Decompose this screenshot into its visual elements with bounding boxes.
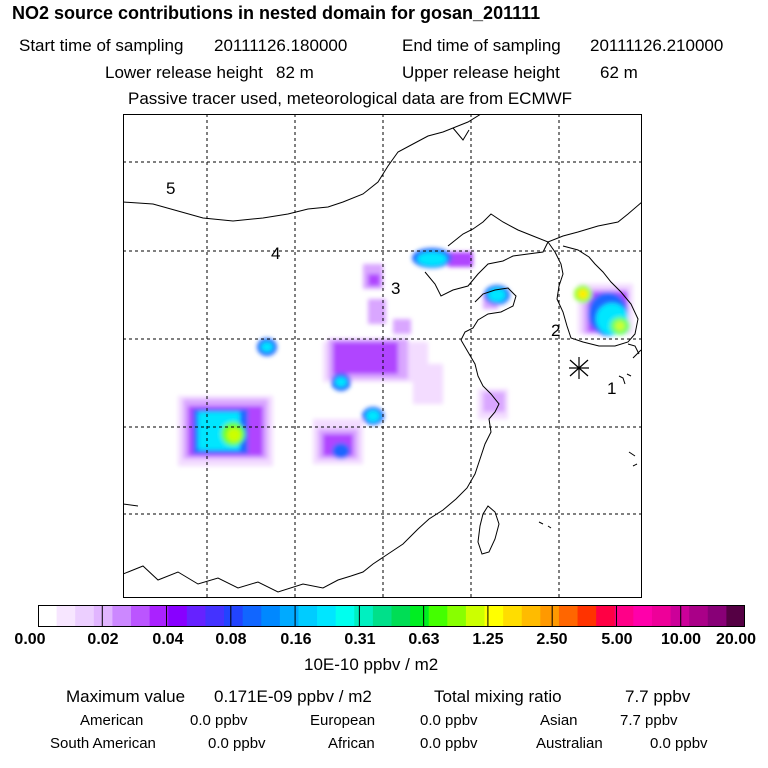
colorbar-swatch <box>410 605 430 627</box>
colorbar-swatch <box>670 605 690 627</box>
colorbar-swatch <box>131 605 151 627</box>
region-label-2: 2 <box>551 321 560 340</box>
colorbar-tick-label: 0.63 <box>408 631 440 648</box>
colorbar-swatch <box>521 605 541 627</box>
colorbar-swatch <box>484 605 504 627</box>
colorbar-tick-label: 0.00 <box>14 631 46 648</box>
lower-height-label: Lower release height <box>105 63 263 82</box>
colorbar-tick-label: 10.00 <box>660 631 702 648</box>
start-time-label: Start time of sampling <box>19 36 184 55</box>
region-label-3: 3 <box>391 279 400 298</box>
total-mixing-label: Total mixing ratio <box>434 687 562 706</box>
region-name: American <box>80 712 144 729</box>
colorbar-swatch <box>558 605 579 627</box>
page-title: NO2 source contributions in nested domai… <box>12 3 541 23</box>
region-label-4: 4 <box>271 244 280 263</box>
colorbar-swatch <box>298 605 318 627</box>
colorbar-tick-label: 0.04 <box>152 631 184 648</box>
end-time-label: End time of sampling <box>402 36 561 55</box>
colorbar-swatch <box>447 605 467 627</box>
plume-field <box>178 248 633 466</box>
colorbar-swatch <box>633 605 653 627</box>
colorbar-swatch <box>651 605 672 627</box>
region-value: 0.0 ppbv <box>650 735 708 752</box>
total-mixing-value: 7.7 ppbv <box>625 687 691 706</box>
colorbar-swatch <box>540 605 560 627</box>
tracer-note: Passive tracer used, meteorological data… <box>128 89 573 108</box>
upper-height-label: Upper release height <box>402 63 560 82</box>
colorbar-swatch <box>577 605 597 627</box>
colorbar-unit: 10E-10 ppbv / m2 <box>304 655 439 674</box>
region-name: Australian <box>536 735 603 752</box>
colorbar-swatch <box>186 605 207 627</box>
colorbar-tick-label: 1.25 <box>472 631 504 648</box>
colorbar-swatch <box>503 605 523 627</box>
asterisk-icon <box>569 357 589 379</box>
colorbar-swatch <box>689 605 709 627</box>
graticule <box>123 114 642 598</box>
colorbar-swatch <box>707 605 727 627</box>
colorbar-swatch <box>242 605 262 627</box>
colorbar-swatch <box>726 605 745 627</box>
colorbar-swatch <box>168 605 188 627</box>
region-label-5: 5 <box>166 179 175 198</box>
colorbar-swatch <box>38 605 58 627</box>
colorbar-swatch <box>261 605 281 627</box>
start-time-value: 20111126.180000 <box>214 36 348 55</box>
colorbar-swatch <box>75 605 95 627</box>
max-value-label: Maximum value <box>66 687 186 706</box>
colorbar-swatch <box>205 605 225 627</box>
region-value: 0.0 ppbv <box>190 712 248 729</box>
region-name: Asian <box>540 712 578 729</box>
colorbar-tick-label: 0.31 <box>344 631 376 648</box>
end-time-value: 20111126.210000 <box>590 36 724 55</box>
colorbar-swatch <box>149 605 169 627</box>
colorbar-swatch <box>372 605 393 627</box>
colorbar-tick-label: 0.16 <box>280 631 312 648</box>
colorbar-swatch <box>56 605 76 627</box>
colorbar-swatch <box>224 605 244 627</box>
colorbar-swatch <box>317 605 337 627</box>
colorbar-swatch <box>596 605 616 627</box>
colorbar-swatch <box>93 605 114 627</box>
colorbar-swatch <box>465 605 486 627</box>
region-value: 0.0 ppbv <box>420 735 478 752</box>
colorbar-tick-label: 20.00 <box>715 631 757 648</box>
max-value: 0.171E-09 ppbv / m2 <box>214 687 372 706</box>
colorbar-border <box>38 605 745 627</box>
colorbar-tick-label: 0.08 <box>215 631 247 648</box>
coastlines <box>123 114 642 593</box>
colorbar-swatch <box>279 605 300 627</box>
map-panel: 5 4 3 2 1 <box>123 114 642 598</box>
colorbar-tick-label: 0.02 <box>87 631 119 648</box>
colorbar-swatch <box>112 605 132 627</box>
lower-height-value: 82 m <box>276 63 314 82</box>
colorbar-tick-label: 2.50 <box>536 631 568 648</box>
region-name: European <box>310 712 376 729</box>
colorbar-swatch <box>614 605 634 627</box>
region-value: 7.7 ppbv <box>620 712 678 729</box>
region-value: 0.0 ppbv <box>208 735 266 752</box>
region-name: South American <box>50 735 156 752</box>
colorbar-tick-label: 5.00 <box>601 631 633 648</box>
colorbar-swatch <box>335 605 355 627</box>
colorbar <box>38 605 745 627</box>
colorbar-swatch <box>354 605 374 627</box>
region-label-1: 1 <box>607 379 616 398</box>
region-value: 0.0 ppbv <box>420 712 478 729</box>
upper-height-value: 62 m <box>600 63 638 82</box>
region-name: African <box>328 735 375 752</box>
colorbar-swatch <box>391 605 411 627</box>
colorbar-swatch <box>428 605 448 627</box>
